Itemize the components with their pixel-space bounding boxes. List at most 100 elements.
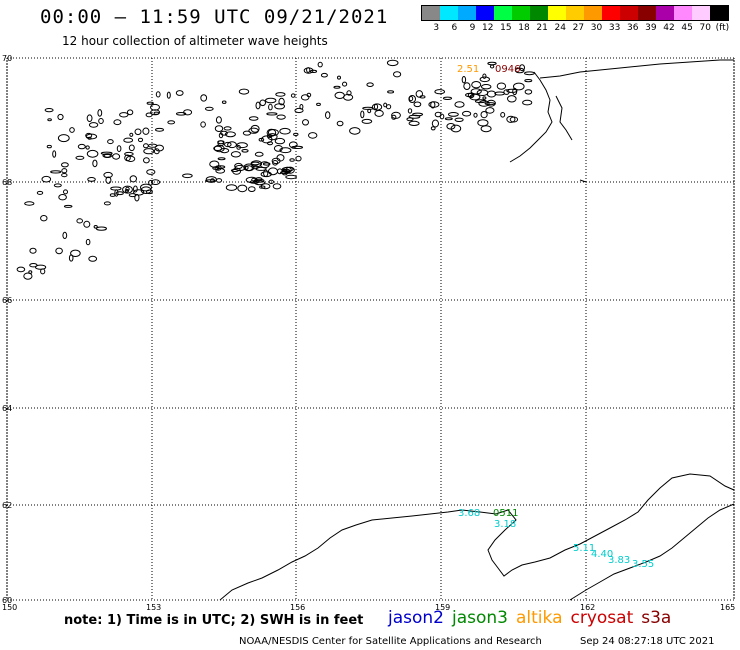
ice-floe-contour bbox=[61, 162, 69, 168]
ice-floe-contour bbox=[105, 176, 112, 184]
swh-value: 3.68 bbox=[458, 508, 480, 519]
ice-floe-contour bbox=[87, 136, 92, 140]
legend-label: 21 bbox=[536, 23, 548, 33]
ice-floe-contour bbox=[366, 82, 374, 87]
ice-floe-contour bbox=[85, 145, 90, 150]
ice-floe-contour bbox=[230, 169, 239, 172]
ice-floe-contour bbox=[268, 103, 273, 111]
ice-floe-contour bbox=[116, 145, 122, 153]
coastlines bbox=[219, 59, 735, 601]
ice-floe-contour bbox=[46, 144, 52, 149]
ice-floe-contour bbox=[88, 122, 99, 128]
swh-value: 4.40 bbox=[591, 549, 613, 560]
ice-floe-contour bbox=[271, 157, 281, 165]
swh-value: 3.83 bbox=[608, 555, 630, 566]
ice-floe-contour bbox=[250, 124, 260, 133]
legend-label: 36 bbox=[627, 23, 639, 33]
ice-floe-contour bbox=[255, 166, 267, 171]
ice-floe-contour bbox=[346, 90, 352, 96]
ice-floe-contour bbox=[119, 112, 129, 118]
ice-floe-contour bbox=[450, 124, 462, 133]
ice-floe-contour bbox=[68, 254, 74, 262]
ice-floe-contour bbox=[115, 191, 124, 196]
s3a-pass-time-label: 0946 bbox=[495, 64, 520, 75]
ice-floe-contour bbox=[16, 266, 26, 273]
ice-floe-contour bbox=[408, 95, 417, 103]
ice-floe-contour bbox=[302, 119, 309, 126]
ice-floe-contour bbox=[217, 140, 225, 147]
ice-floe-contour bbox=[309, 69, 318, 74]
ice-floe-contour bbox=[242, 130, 252, 136]
ice-floe-contour bbox=[320, 72, 328, 78]
ice-floe-contour bbox=[146, 169, 156, 175]
ice-floe-contour bbox=[140, 183, 152, 192]
ice-floe-contour bbox=[480, 125, 492, 133]
legend-labels: 3 6 9 12 15 18 21 24 27 30 33 36 39 42 45 70 (ft) bbox=[421, 23, 729, 33]
satellite-jason2: jason2 bbox=[388, 608, 444, 628]
ice-floe-contour bbox=[306, 67, 311, 73]
ice-floe-contour bbox=[92, 159, 98, 168]
ice-floe-contour bbox=[479, 76, 490, 83]
latitude-label: 64 bbox=[2, 404, 12, 413]
ice-floe-contour bbox=[503, 89, 510, 95]
ice-floe-contour bbox=[143, 143, 149, 149]
ice-floe-contour bbox=[524, 79, 533, 83]
ice-floe-contour bbox=[146, 101, 154, 105]
swh-value: 3.55 bbox=[632, 559, 654, 570]
ice-floe-contour bbox=[261, 135, 273, 144]
ice-floe-contour bbox=[227, 141, 237, 149]
ice-floe-contour bbox=[415, 90, 423, 98]
ice-floe-contour bbox=[236, 145, 241, 150]
ice-floe-contour bbox=[44, 108, 54, 113]
ice-floe-contour bbox=[75, 155, 85, 160]
ice-floe-contour bbox=[126, 109, 134, 116]
ice-floe-contour bbox=[167, 120, 176, 125]
ice-floe-contour bbox=[484, 102, 496, 106]
ice-floe-contour bbox=[349, 127, 361, 135]
ice-floe-contour bbox=[471, 81, 482, 89]
ice-floe-contour bbox=[275, 92, 286, 97]
ice-floe-contour bbox=[428, 101, 440, 108]
ice-floe-contour bbox=[212, 166, 220, 170]
legend-swatch bbox=[620, 6, 638, 20]
ice-floe-contour bbox=[361, 118, 373, 124]
ice-floe-contour bbox=[100, 151, 113, 156]
chukotka-coast bbox=[509, 59, 734, 163]
ice-floe-contour bbox=[87, 177, 96, 182]
ice-floe-contour bbox=[205, 176, 217, 183]
lat-lon-grid bbox=[6, 57, 735, 601]
ice-floe-contour bbox=[200, 94, 208, 102]
ice-floe-contour bbox=[274, 103, 286, 110]
ice-floe-contour bbox=[134, 193, 140, 202]
ice-floe-contour bbox=[93, 225, 98, 229]
ice-floe-contour bbox=[35, 264, 47, 270]
ice-floe-contour bbox=[125, 155, 136, 162]
ice-floe-contour bbox=[336, 120, 344, 127]
ice-floe-contour bbox=[143, 148, 155, 155]
legend-label: 18 bbox=[518, 23, 530, 33]
ice-floe-contour bbox=[102, 153, 113, 159]
ice-floe-contour bbox=[248, 186, 256, 193]
footnote: note: 1) Time is in UTC; 2) SWH is in fe… bbox=[64, 613, 364, 628]
ice-floe-contour bbox=[125, 186, 130, 192]
ice-floe-contour bbox=[473, 112, 478, 118]
map-title: 00:00 – 11:59 UTC 09/21/2021 bbox=[40, 6, 389, 28]
legend-swatch bbox=[584, 6, 602, 20]
longitude-label: 153 bbox=[146, 603, 161, 612]
ice-floe-contour bbox=[266, 134, 273, 139]
ice-floe-contour bbox=[387, 90, 395, 94]
legend-swatch bbox=[512, 6, 530, 20]
ice-floe-contour bbox=[454, 101, 465, 108]
wave-height-legend: 3 6 9 12 15 18 21 24 27 30 33 36 39 42 45 70 (ft) bbox=[421, 5, 729, 37]
ice-floe-contour bbox=[407, 108, 413, 114]
timestamp: Sep 24 08:27:18 UTC 2021 bbox=[580, 636, 715, 647]
legend-swatch bbox=[494, 6, 512, 20]
ice-floe-contour bbox=[308, 132, 318, 139]
ice-floe-contour bbox=[110, 186, 122, 191]
ice-floe-contour bbox=[486, 99, 496, 107]
jason3-pass-time-label: 0511 bbox=[493, 508, 518, 519]
ice-floe-contour bbox=[524, 89, 533, 95]
ice-floe-contour bbox=[391, 111, 401, 119]
legend-swatch bbox=[602, 6, 620, 20]
ice-floe-contour bbox=[373, 103, 379, 110]
